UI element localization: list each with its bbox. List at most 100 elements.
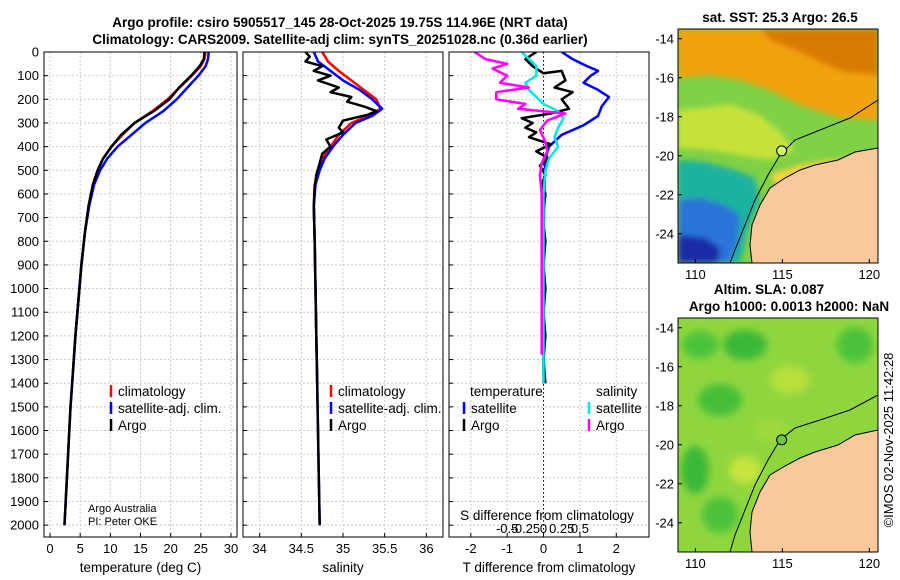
map-lat-label: -14 xyxy=(655,31,674,46)
depth-tick-label: 1100 xyxy=(11,305,39,320)
map-lat-label: -18 xyxy=(655,398,674,413)
sla-eddy-2 xyxy=(723,330,767,360)
temperature-series-argo xyxy=(63,52,206,526)
x-tick-label: 34.5 xyxy=(289,541,314,556)
depth-tick-label: 1700 xyxy=(10,447,39,462)
temperature-panel: 0100200300400500600700800900100011001200… xyxy=(10,45,238,576)
depth-tick-label: 1900 xyxy=(10,494,39,509)
salinity-series-argo xyxy=(304,52,378,526)
depth-tick-label: 200 xyxy=(17,92,39,107)
depth-tick-label: 900 xyxy=(17,257,39,272)
legend-salinity-heading: salinity xyxy=(596,384,638,399)
x-tick-label: 30 xyxy=(224,541,238,556)
sla-map: Altim. SLA: 0.087 Argo h1000: 0.0013 h20… xyxy=(655,282,889,571)
sla-map-frame xyxy=(677,317,879,553)
depth-tick-label: 700 xyxy=(17,210,39,225)
map-lat-label: -22 xyxy=(655,187,674,202)
sst-isobath xyxy=(729,99,878,263)
series-group xyxy=(304,52,384,526)
map-lat-label: -16 xyxy=(655,70,674,85)
x-tick-label: 36 xyxy=(419,541,433,556)
x-tick-label: 35.5 xyxy=(372,541,397,556)
x-tick-label: 35 xyxy=(336,541,350,556)
depth-tick-label: 1400 xyxy=(10,376,39,391)
map-lat-label: -24 xyxy=(655,226,674,241)
sst-map-frame xyxy=(677,28,879,264)
sst-map-title: sat. SST: 25.3 Argo: 26.5 xyxy=(702,10,858,25)
s-diff-tick-label: 0 xyxy=(540,521,547,536)
sla-map-title-1: Altim. SLA: 0.087 xyxy=(714,282,824,297)
sla-map-ticks: 110 115 120 -14 -16 -18 -20 -22 -24 xyxy=(655,320,880,571)
map-lat-label: -24 xyxy=(655,515,674,530)
x-axis-label: T difference from climatology xyxy=(463,560,636,575)
difference-series-salinity-satellite xyxy=(520,52,565,384)
legend-t-argo-label: Argo xyxy=(471,418,500,433)
depth-tick-label: 1500 xyxy=(10,399,39,414)
x-tick-label: 2 xyxy=(613,541,620,556)
map-lat-label: -14 xyxy=(655,320,674,335)
panel-frame xyxy=(43,51,238,538)
depth-tick-label: 100 xyxy=(17,68,39,83)
temperature-series-climatology xyxy=(71,52,207,372)
sla-eddy-5 xyxy=(770,366,810,394)
sst-map: sat. SST: 25.3 Argo: 26.5 110 115 120 -14 -1… xyxy=(655,10,880,282)
sla-eddy-6 xyxy=(681,446,709,494)
panel-frame xyxy=(448,51,650,538)
map-lon-label: 110 xyxy=(685,267,706,282)
x-tick-label: 20 xyxy=(163,541,177,556)
temperature-legend: climatology satellite-adj. clim. Argo Ar… xyxy=(88,384,222,528)
legend-t-satellite-label: satellite xyxy=(471,401,517,416)
legend-s-sat-label: satellite xyxy=(596,401,642,416)
difference-panel: -2 -1 0 1 2 S difference from climatology-0.5… xyxy=(448,51,650,575)
series-group xyxy=(63,52,210,526)
x-tick-label: -1 xyxy=(501,541,513,556)
x-tick-label: 0 xyxy=(540,541,547,556)
sst-hot-region xyxy=(760,29,878,75)
depth-tick-label: 800 xyxy=(17,234,39,249)
depth-tick-label: 1200 xyxy=(10,328,39,343)
map-lat-label: -20 xyxy=(655,437,674,452)
map-lat-label: -22 xyxy=(655,476,674,491)
footer-stamp: ©IMOS 02-Nov-2025 11:42:28 xyxy=(881,353,896,528)
s-diff-axis-label: S difference from climatology xyxy=(460,508,634,523)
legend-temperature-heading: temperature xyxy=(470,384,543,399)
map-lon-label: 120 xyxy=(858,556,880,571)
map-lat-label: -18 xyxy=(655,109,674,124)
sla-eddy-1 xyxy=(682,331,718,359)
x-tick-label: 15 xyxy=(133,541,147,556)
legend-s-climatology-label: climatology xyxy=(338,384,406,399)
s-diff-tick-label: -0.25 xyxy=(511,521,541,536)
depth-tick-label: 600 xyxy=(17,186,39,201)
map-lat-label: -20 xyxy=(655,148,674,163)
s-diff-tick-label: 0.5 xyxy=(571,521,589,536)
legend-climatology-label: climatology xyxy=(118,384,186,399)
sla-eddy-7 xyxy=(729,456,761,484)
depth-tick-label: 1300 xyxy=(10,352,39,367)
sst-land xyxy=(749,147,878,263)
x-axis-label: temperature (deg C) xyxy=(80,560,202,575)
figure-title-line1: Argo profile: csiro 5905517_145 28-Oct-2… xyxy=(112,15,567,30)
legend-s-satellite-label: satellite-adj. clim. xyxy=(338,401,442,416)
figure-title-line2: Climatology: CARS2009. Satellite-adj cli… xyxy=(92,32,587,47)
panel-frame xyxy=(242,51,444,538)
legend-s-argo-label-diff: Argo xyxy=(596,418,625,433)
legend-argo-label: Argo xyxy=(118,418,147,433)
difference-legend: temperature salinity satellite Argo sate… xyxy=(462,384,642,433)
x-tick-label: 0 xyxy=(46,541,53,556)
map-lon-label: 120 xyxy=(858,267,880,282)
x-axis-label: salinity xyxy=(322,560,364,575)
difference-series-salinity-argo xyxy=(473,52,567,355)
sst-argo-marker xyxy=(776,145,788,157)
sst-coldest-region xyxy=(678,235,720,263)
depth-tick-label: 0 xyxy=(32,45,39,60)
map-lon-label: 115 xyxy=(772,556,793,571)
sla-land xyxy=(749,429,878,552)
sla-argo-marker xyxy=(776,434,788,446)
legend-satellite-label: satellite-adj. clim. xyxy=(118,401,222,416)
depth-tick-label: 2000 xyxy=(10,518,39,533)
sst-mid-region xyxy=(678,104,795,160)
sla-isobath xyxy=(729,394,878,552)
x-tick-label: 25 xyxy=(194,541,208,556)
depth-tick-label: 1800 xyxy=(10,470,39,485)
salinity-legend: climatology satellite-adj. clim. Argo xyxy=(329,384,442,433)
